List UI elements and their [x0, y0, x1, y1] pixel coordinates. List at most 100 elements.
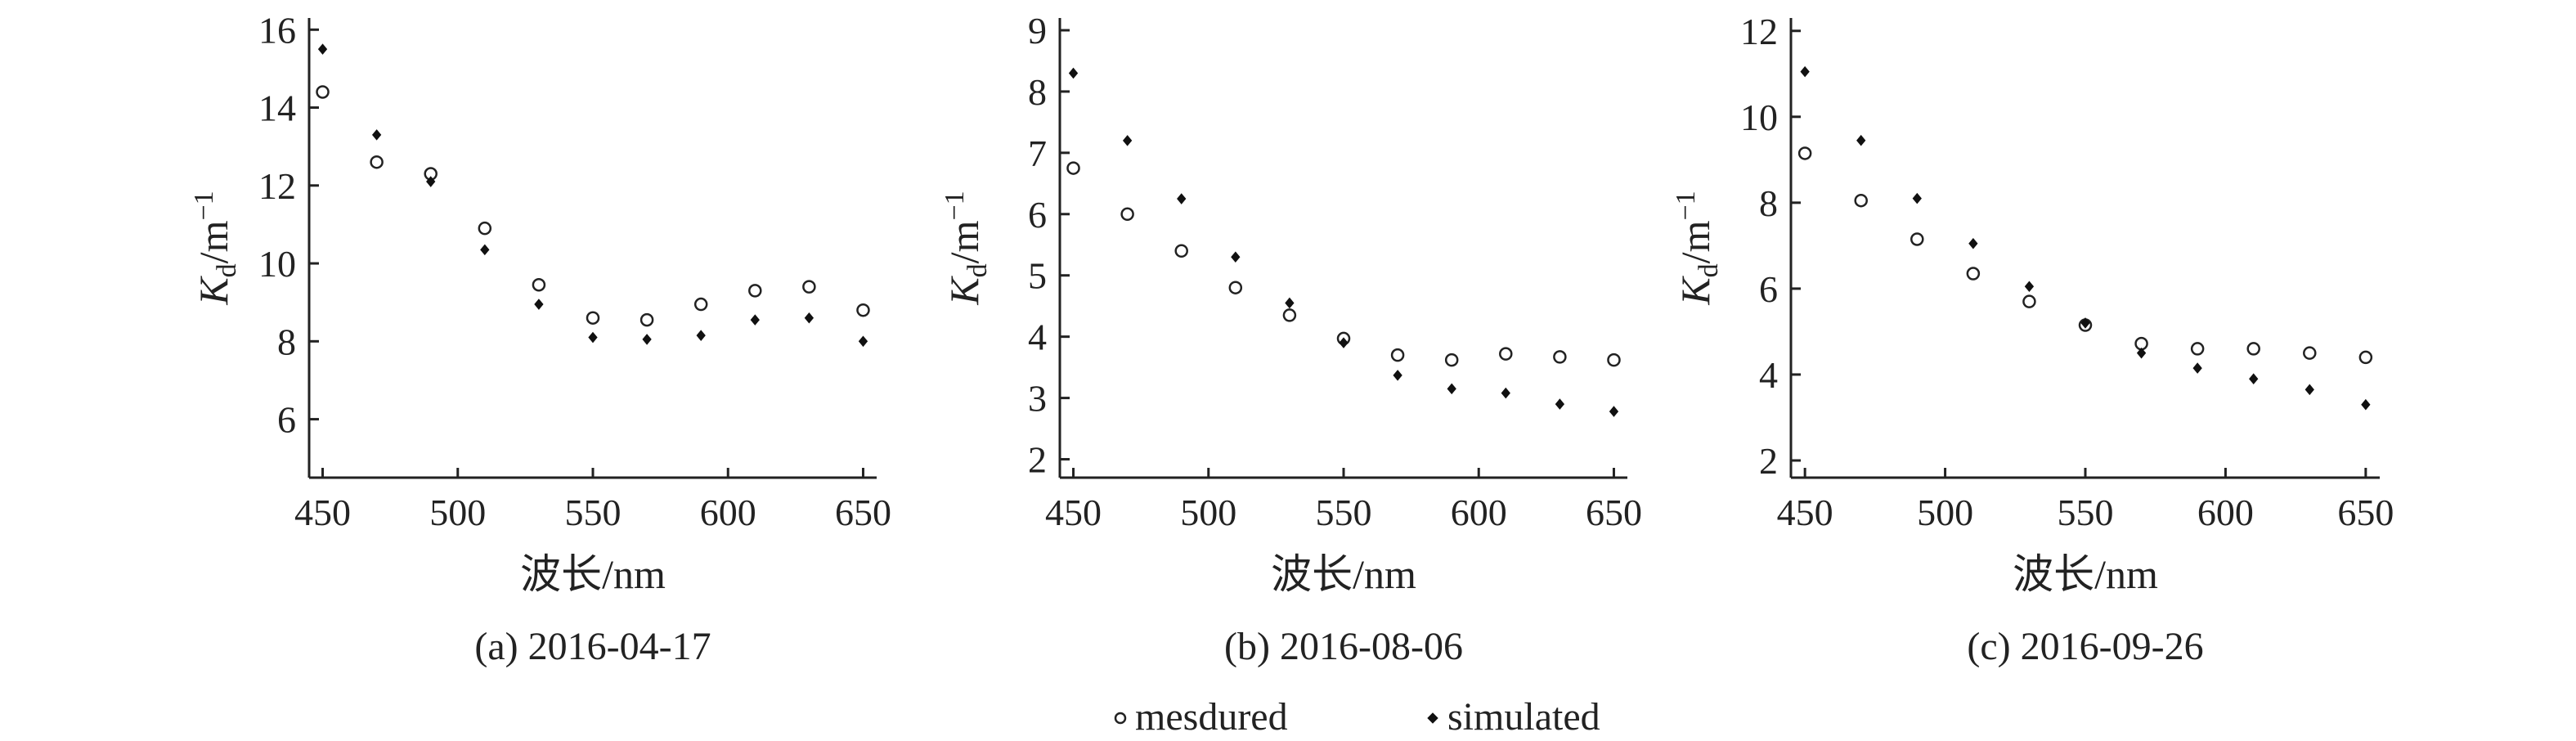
y-tick-label: 9	[1028, 10, 1047, 52]
measured-point	[1228, 281, 1243, 294]
simulated-point	[1555, 398, 1565, 410]
y-axis-title-unit: /m	[191, 220, 236, 263]
x-tick-label: 550	[1316, 492, 1372, 533]
simulated-point	[2192, 362, 2202, 374]
measured-point	[1282, 308, 1297, 322]
simulated-point	[1501, 387, 1510, 399]
simulated-point	[1447, 383, 1456, 395]
x-tick-label: 550	[565, 492, 622, 533]
y-tick-label: 6	[1028, 194, 1047, 236]
simulated-point	[371, 129, 382, 141]
legend-simulated-label: simulated	[1447, 695, 1600, 739]
series-simulated	[1800, 65, 2371, 411]
simulated-point	[480, 244, 490, 256]
simulated-point	[2024, 281, 2035, 293]
simulated-point	[1968, 237, 1978, 249]
series-simulated	[317, 43, 868, 348]
panel-caption: (a) 2016-04-17	[474, 625, 711, 668]
measured-point	[1444, 353, 1459, 367]
y-tick-label: 8	[1759, 182, 1778, 224]
series-mesdured	[316, 85, 870, 327]
simulated-point	[1912, 192, 1922, 204]
y-tick-label: 12	[1740, 11, 1778, 52]
simulated-point	[1609, 406, 1619, 417]
measured-point	[1966, 267, 1981, 281]
simulated-point	[1177, 193, 1187, 204]
measured-point	[1797, 146, 1812, 160]
legend-measured-label: mesdured	[1135, 695, 1288, 739]
measured-point	[1066, 161, 1080, 175]
y-axis-title: Kd/m−1	[1671, 191, 1724, 305]
y-tick-label: 7	[1028, 132, 1047, 174]
series-simulated	[1068, 67, 1619, 417]
legend-measured-marker	[1114, 712, 1127, 725]
simulated-point	[696, 330, 706, 341]
x-tick-label: 600	[1451, 492, 1507, 533]
simulated-point	[1339, 337, 1349, 348]
chart-panel-a: 6 8 10 12 14 16 450 500 550 600 650 波长/nm Kd/m−1 (a) …	[189, 9, 891, 668]
simulated-point	[1231, 251, 1241, 263]
x-tick-label: 500	[1917, 492, 1973, 533]
x-tick-label: 650	[1586, 492, 1642, 533]
y-axis-title-symbol: K	[941, 276, 987, 306]
series-mesdured	[1066, 161, 1621, 367]
y-axis-title: Kd/m−1	[189, 191, 242, 305]
y-axis-title-subscript: d	[1694, 263, 1724, 277]
y-axis-title-subscript: d	[212, 263, 242, 277]
measured-point	[1499, 347, 1513, 361]
chart-panel-b: 2 3 4 5 6 7 8 9 450 500 550 600 650 波长/nm Kd/m−1 (b) 20…	[940, 10, 1642, 668]
y-axis-title-unit: /m	[1672, 220, 1718, 263]
measured-point	[2358, 350, 2373, 365]
x-tick-label: 450	[1045, 492, 1102, 533]
y-tick-label: 4	[1759, 354, 1778, 396]
measured-point	[2246, 342, 2260, 356]
y-axis-title-superscript: −1	[1671, 191, 1701, 220]
simulated-point	[2304, 384, 2314, 396]
measured-point	[478, 221, 492, 236]
y-tick-label: 6	[1759, 268, 1778, 310]
y-tick-label: 14	[258, 88, 296, 129]
measured-point	[370, 155, 384, 169]
panel-caption: (c) 2016-09-26	[1967, 625, 2203, 668]
y-tick-label: 2	[1759, 440, 1778, 482]
x-axis-title: 波长/nm	[1271, 551, 1416, 597]
y-tick-label: 8	[1028, 71, 1047, 113]
simulated-point	[642, 334, 652, 345]
y-tick-label: 10	[1740, 97, 1778, 138]
simulated-point	[1285, 297, 1295, 309]
measured-point	[748, 284, 762, 298]
simulated-point	[1122, 135, 1133, 146]
x-axis-title: 波长/nm	[2013, 551, 2158, 597]
measured-point	[1120, 207, 1134, 222]
y-axis-title: Kd/m−1	[940, 191, 993, 305]
simulated-point	[588, 331, 598, 344]
simulated-point	[2361, 398, 2371, 411]
simulated-point	[1800, 65, 1810, 78]
x-tick-label: 550	[2058, 492, 2114, 533]
y-axis-title-subscript: d	[963, 263, 993, 277]
measured-point	[1553, 350, 1567, 364]
measured-point	[2303, 346, 2317, 360]
measured-point	[856, 303, 870, 317]
x-tick-label: 650	[835, 492, 891, 533]
x-tick-label: 600	[700, 492, 756, 533]
x-axis-title: 波长/nm	[520, 551, 666, 597]
x-tick-label: 600	[2197, 492, 2254, 533]
y-tick-label: 10	[258, 243, 296, 285]
measured-point	[1390, 348, 1405, 362]
y-axis-title-symbol: K	[191, 276, 236, 306]
simulated-point	[2136, 347, 2147, 359]
simulated-point	[2249, 373, 2259, 384]
simulated-point	[750, 314, 760, 326]
x-tick-label: 500	[429, 492, 486, 533]
y-tick-label: 2	[1028, 439, 1047, 481]
x-tick-label: 450	[294, 492, 351, 533]
measured-point	[640, 312, 654, 327]
simulated-point	[1068, 67, 1079, 79]
measured-point	[532, 277, 546, 292]
simulated-point	[804, 312, 815, 324]
y-tick-label: 8	[277, 321, 296, 362]
measured-point	[1174, 244, 1188, 258]
y-axis-title-superscript: −1	[940, 191, 970, 220]
